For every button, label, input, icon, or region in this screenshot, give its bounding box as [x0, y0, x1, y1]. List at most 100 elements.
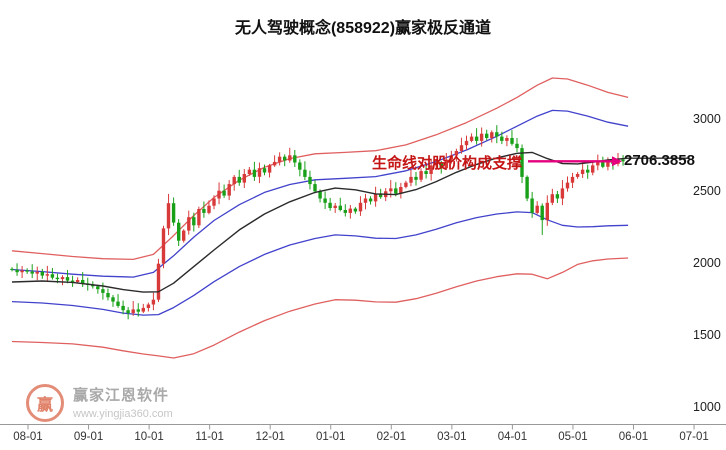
candle-body [262, 168, 267, 173]
candle-body [227, 184, 231, 196]
candle-body [146, 304, 151, 308]
candle-body [171, 203, 176, 223]
candle-body [515, 143, 519, 149]
candle-body [116, 301, 120, 306]
candle-body [166, 203, 171, 229]
candle-body [237, 176, 241, 183]
candle-body [323, 198, 327, 203]
candle-body [378, 194, 383, 198]
candle-body [439, 162, 443, 169]
candle-body [464, 140, 469, 146]
candle-body [550, 194, 554, 203]
candle-body [131, 309, 135, 314]
candle-body [459, 145, 464, 151]
candlestick-series [10, 125, 625, 320]
x-axis-label: 01-01 [316, 431, 345, 443]
x-axis-label: 04-01 [498, 431, 527, 443]
candle-body [580, 169, 585, 174]
candle-body [490, 132, 494, 138]
candle-body [25, 270, 29, 272]
candle-body [192, 217, 196, 226]
candle-body [207, 205, 211, 213]
band-upper-blue [11, 109, 629, 278]
candle-body [303, 169, 307, 177]
candle-body [348, 208, 352, 213]
candle-body [414, 176, 418, 180]
candle-body [333, 205, 337, 208]
watermark-text: 赢家江恩软件 www.yingjia360.com [73, 384, 173, 420]
candle-body [596, 162, 600, 166]
candle-body [338, 205, 342, 210]
candle-body [288, 155, 292, 161]
candle-body [242, 174, 246, 183]
candle-body [404, 182, 408, 187]
candle-body [106, 293, 110, 298]
candle-body [75, 280, 80, 282]
x-axis-label: 08-01 [13, 431, 42, 443]
candle-body [30, 271, 34, 274]
x-axis-label: 07-01 [679, 431, 708, 443]
candle-body [308, 176, 312, 185]
candle-body [591, 165, 595, 173]
candle-body [111, 297, 115, 302]
candle-body [55, 277, 60, 280]
candle-body [283, 156, 287, 161]
candle-body [474, 136, 479, 141]
candle-body [136, 309, 140, 312]
candle-body [510, 138, 514, 144]
candle-body [621, 159, 625, 162]
candle-body [409, 176, 413, 183]
candle-body [81, 280, 85, 284]
candle-body [469, 136, 474, 141]
candle-body [197, 209, 201, 226]
candle-body [601, 162, 605, 167]
y-axis-label: 2500 [693, 184, 721, 198]
band-lower-blue [11, 211, 629, 316]
support-annotation: 生命线对股价构成支撑 [371, 155, 522, 172]
x-axis-label: 12-01 [255, 431, 284, 443]
watermark-brand: 赢家江恩软件 [73, 387, 170, 404]
candle-body [40, 271, 44, 276]
candle-body [70, 280, 75, 282]
candle-body [15, 269, 19, 273]
candle-body [45, 274, 49, 276]
y-axis-label: 1000 [693, 400, 721, 414]
candle-body [586, 169, 590, 173]
candle-body [161, 228, 166, 264]
candle-body [187, 217, 191, 231]
candle-body [293, 155, 297, 163]
y-axis-label: 2000 [693, 256, 721, 270]
candle-body [454, 151, 459, 156]
candle-body [479, 133, 484, 141]
band-middle [11, 151, 689, 293]
candle-body [525, 176, 529, 199]
candle-body [141, 307, 145, 312]
candle-body [252, 169, 257, 177]
candle-body [424, 171, 428, 174]
x-axis-label: 09-01 [74, 431, 103, 443]
candle-body [389, 188, 393, 192]
candle-body [10, 268, 14, 270]
brand-logo-char: 赢 [36, 397, 53, 414]
candle-body [419, 171, 423, 180]
candle-body [500, 136, 504, 141]
candle-body [495, 132, 499, 137]
band-upper-red [11, 77, 629, 261]
y-axis-label: 1500 [693, 328, 721, 342]
candle-body [318, 191, 322, 199]
x-axis-label: 05-01 [558, 431, 587, 443]
candle-body [50, 274, 55, 278]
candle-body [182, 230, 186, 241]
candle-body [212, 198, 216, 206]
candle-body [156, 263, 161, 300]
candle-body [373, 194, 378, 202]
candle-body [560, 188, 565, 199]
x-axis-label: 03-01 [437, 431, 466, 443]
candle-body [313, 184, 317, 192]
candle-body [505, 138, 509, 141]
x-axis-label: 10-01 [134, 431, 163, 443]
candle-body [530, 198, 534, 213]
candle-body [363, 198, 368, 203]
